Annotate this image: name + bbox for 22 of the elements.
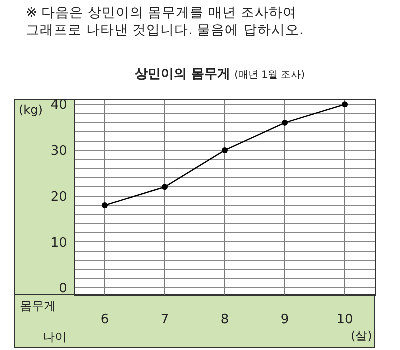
point	[102, 202, 108, 209]
x-tick-label: 7	[160, 312, 170, 328]
x-tick-label: 10	[336, 312, 354, 328]
point	[222, 147, 228, 154]
x-tick-label: 6	[100, 312, 110, 328]
text: (살)	[351, 329, 372, 343]
text: (kg)	[19, 103, 43, 117]
x-tick-label: 9	[280, 312, 290, 328]
chart-subtitle: (매년 1월 조사)	[234, 70, 306, 82]
x-tick-label: 8	[220, 312, 230, 328]
text: ※ 다음은 상민이의 몸무게를 매년 조사하여 그래프로 나타낸 것입니다. 물음에 답하시오.	[26, 5, 304, 39]
point	[282, 120, 288, 126]
y-axis-title: 몸무게	[20, 299, 56, 313]
y-tick-label: 20	[50, 190, 68, 205]
y-tick-label: 10	[50, 236, 68, 251]
point	[162, 184, 168, 190]
y-tick-label: 30	[50, 144, 68, 160]
point	[342, 102, 348, 108]
y-tick-label: 0	[59, 282, 68, 297]
chart-title: 상민이의 몸무게	[134, 67, 230, 82]
x-axis-title: 나이	[43, 330, 67, 344]
y-tick-label: 40	[50, 98, 68, 114]
